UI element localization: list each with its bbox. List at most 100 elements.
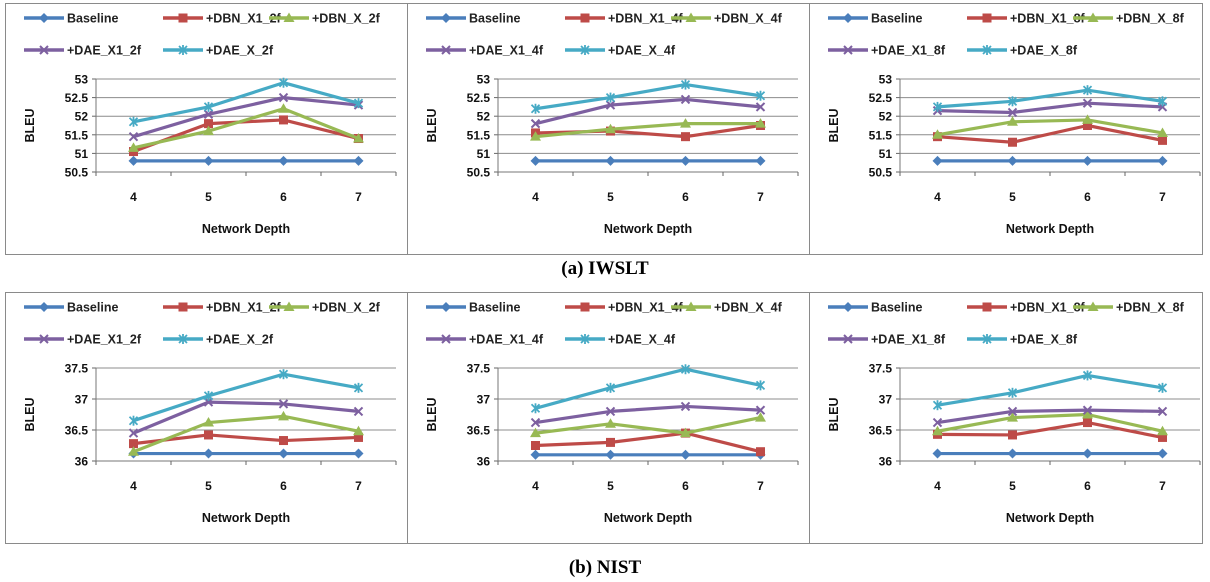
x-tick-label: 6 xyxy=(682,190,689,204)
data-point xyxy=(353,133,364,143)
data-point xyxy=(530,103,541,114)
data-point xyxy=(605,406,616,417)
data-point xyxy=(685,301,697,311)
data-point xyxy=(530,155,541,166)
data-point xyxy=(353,425,364,436)
data-point xyxy=(530,449,541,460)
data-point xyxy=(530,427,541,438)
y-tick-label: 53 xyxy=(879,73,893,87)
data-point xyxy=(982,302,992,312)
data-point xyxy=(982,334,992,344)
series xyxy=(530,94,766,129)
legend-label: +DAE_X1_4f xyxy=(469,44,544,58)
data-point xyxy=(605,92,616,103)
y-tick-label: 51.5 xyxy=(869,128,893,142)
data-point xyxy=(605,155,616,166)
data-point xyxy=(1082,155,1093,166)
legend-entry: +DAE_X1_8f xyxy=(828,44,946,58)
chart-panel: Baseline +DBN_X1_4f +DBN_X_4f +DAE_X1_4f +DA… xyxy=(408,293,810,543)
data-point xyxy=(1158,432,1167,442)
data-point xyxy=(1082,114,1093,124)
x-tick-label: 6 xyxy=(1084,190,1091,204)
iwslt-figure-row: Baseline +DBN_X1_2f +DBN_X_2f +DAE_X1_2f +DA… xyxy=(5,3,1203,255)
y-axis-label: BLEU xyxy=(425,397,439,431)
legend-label: +DAE_X_8f xyxy=(1010,44,1078,58)
series-line xyxy=(133,107,360,150)
legend-entry: Baseline xyxy=(24,12,118,26)
x-tick-label: 4 xyxy=(130,479,137,493)
x-axis-label: Network Depth xyxy=(202,222,290,236)
data-point xyxy=(1007,107,1018,118)
x-axis-label: Network Depth xyxy=(604,511,692,525)
series xyxy=(128,410,364,456)
data-point xyxy=(353,98,364,109)
y-tick-label: 52 xyxy=(879,110,893,124)
legend-label: +DBN_X_4f xyxy=(714,12,783,26)
series xyxy=(128,397,364,438)
series xyxy=(530,79,766,114)
data-point xyxy=(278,399,289,409)
data-point xyxy=(178,45,188,55)
legend-label: +DBN_X1_8f xyxy=(1010,301,1086,315)
x-tick-label: 4 xyxy=(532,479,539,493)
legend-entry: +DAE_X_8f xyxy=(967,333,1078,347)
figure-caption: (a) IWSLT xyxy=(561,258,649,279)
data-point xyxy=(128,415,139,426)
y-tick-label: 51 xyxy=(879,147,893,161)
data-point xyxy=(1082,370,1093,381)
data-point xyxy=(283,301,295,311)
series-line xyxy=(535,367,761,410)
data-point xyxy=(278,155,289,166)
legend-label: +DBN_X1_4f xyxy=(608,301,684,315)
legend-entry: Baseline xyxy=(828,301,922,315)
y-tick-label: 52.5 xyxy=(65,91,89,105)
y-tick-label: 37.5 xyxy=(65,362,89,376)
y-tick-label: 37 xyxy=(75,393,89,407)
line-chart: Baseline +DBN_X1_2f +DBN_X_2f +DAE_X1_2f +DA… xyxy=(23,12,397,236)
series xyxy=(932,114,1168,139)
series xyxy=(129,430,363,449)
data-point xyxy=(932,155,943,166)
series-line xyxy=(133,95,359,139)
data-point xyxy=(278,369,289,380)
legend-label: +DBN_X1_8f xyxy=(1010,12,1086,26)
series xyxy=(128,103,364,152)
chart-panel: Baseline +DBN_X1_2f +DBN_X_2f +DAE_X1_2f +DA… xyxy=(6,293,408,543)
series-line xyxy=(133,81,359,124)
line-chart: Baseline +DBN_X1_8f +DBN_X_8f +DAE_X1_8f +DA… xyxy=(827,301,1201,525)
legend-label: +DAE_X1_2f xyxy=(67,44,142,58)
legend-label: Baseline xyxy=(469,12,520,26)
data-point xyxy=(982,45,992,55)
data-point xyxy=(278,77,289,88)
x-tick-label: 6 xyxy=(682,479,689,493)
data-point xyxy=(606,437,615,447)
data-point xyxy=(441,13,451,23)
y-axis-label: BLEU xyxy=(23,397,37,431)
figure-caption: (b) NIST xyxy=(568,557,642,578)
legend-label: Baseline xyxy=(469,301,520,315)
data-point xyxy=(1082,409,1093,419)
legend-entry: +DAE_X1_2f xyxy=(24,333,142,347)
legend-label: Baseline xyxy=(871,301,922,315)
series-line xyxy=(535,122,761,139)
y-axis-label: BLEU xyxy=(23,108,37,142)
data-point xyxy=(1083,121,1092,130)
data-point xyxy=(128,155,139,166)
data-point xyxy=(441,302,451,312)
data-point xyxy=(353,155,364,166)
series xyxy=(932,448,1168,459)
data-point xyxy=(204,119,213,129)
series xyxy=(530,364,766,414)
data-point xyxy=(1007,448,1018,459)
data-point xyxy=(203,125,214,136)
legend-label: +DAE_X_2f xyxy=(206,44,274,58)
data-point xyxy=(39,13,49,23)
x-tick-label: 5 xyxy=(1009,190,1016,204)
series-line xyxy=(937,373,1163,407)
data-point xyxy=(680,79,691,90)
data-point xyxy=(353,382,364,393)
y-tick-label: 36.5 xyxy=(65,424,89,438)
y-tick-label: 36 xyxy=(477,455,491,469)
series-line xyxy=(535,82,761,111)
data-point xyxy=(204,430,213,440)
